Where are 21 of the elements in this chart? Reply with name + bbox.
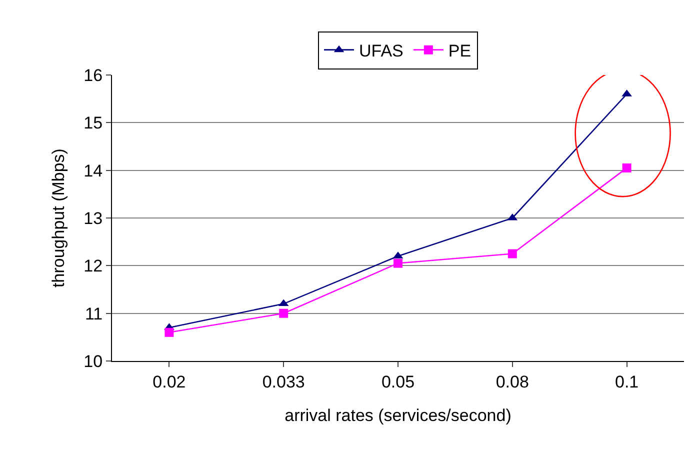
- legend-label: UFAS: [359, 41, 404, 60]
- y-axis-title: throughput (Mbps): [49, 148, 68, 288]
- y-tick-label: 12: [84, 256, 103, 276]
- point: [394, 258, 402, 268]
- point: [279, 308, 288, 318]
- y-tick-label: 14: [84, 161, 103, 180]
- x-axis-title: arrival rates (services/second): [284, 406, 512, 425]
- y-tick-label: 16: [84, 66, 103, 85]
- y-tick-label: 15: [84, 114, 103, 133]
- x-tick-label: 0.05: [381, 372, 415, 392]
- x-tick-label: 0.1: [614, 372, 639, 392]
- point: [622, 163, 632, 172]
- y-tick-label: 10: [84, 352, 103, 371]
- y-tick-label: 13: [84, 208, 103, 228]
- x-tick-label: 0.02: [152, 372, 186, 392]
- legend-label: PE: [448, 41, 472, 60]
- x-tick-label: 0.033: [262, 372, 305, 392]
- y-tick-label: 11: [84, 304, 103, 324]
- point: [164, 328, 174, 337]
- x-tick-label: 0.08: [496, 372, 529, 392]
- point: [508, 249, 517, 258]
